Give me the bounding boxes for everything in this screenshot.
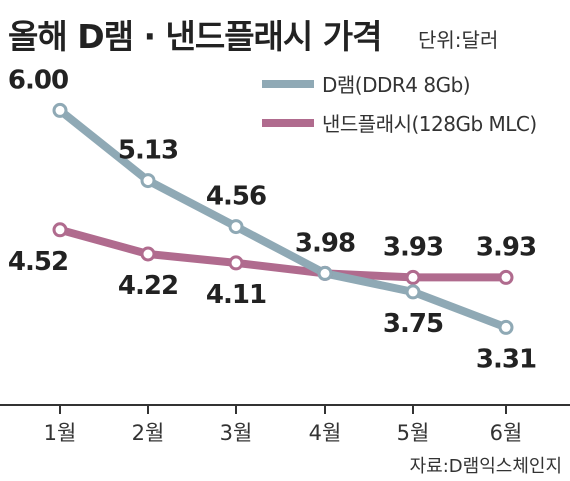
series-layer — [52, 102, 514, 335]
data-point-nand — [228, 255, 244, 271]
data-point-nand — [405, 269, 421, 285]
data-point-nand — [52, 222, 68, 238]
data-point-dram — [317, 265, 333, 281]
data-point-dram — [228, 219, 244, 235]
data-label: 3.75 — [383, 309, 443, 339]
data-label: 4.56 — [206, 182, 266, 212]
data-labels: 6.00 5.13 4.56 3.75 3.31 4.52 4.22 4.11 3.98 3.93… — [8, 65, 537, 374]
legend-label: 낸드플래시(128Gb MLC) — [322, 112, 537, 136]
x-tick-label: 4월 — [309, 421, 342, 445]
data-point-nand — [140, 246, 156, 262]
data-point-dram — [52, 102, 68, 118]
legend: D램(DDR4 8Gb) 낸드플래시(128Gb MLC) — [262, 73, 537, 136]
chart-title: 올해 D램 · 낸드플래시 가격 — [8, 17, 382, 56]
source-note: 자료:D램익스체인지 — [409, 456, 562, 477]
x-tick-label: 2월 — [132, 421, 165, 445]
data-label: 6.00 — [8, 65, 68, 95]
data-label: 3.93 — [383, 232, 443, 262]
x-tick-label: 5월 — [397, 421, 430, 445]
x-tick-label: 6월 — [490, 421, 523, 445]
data-label: 3.98 — [295, 228, 355, 258]
x-axis: 1월 2월 3월 4월 5월 6월 — [0, 404, 570, 445]
data-point-dram — [405, 284, 421, 300]
series-line-dram — [56, 106, 510, 332]
data-point-nand — [498, 269, 514, 285]
data-label: 4.52 — [8, 247, 68, 277]
x-tick-label: 1월 — [44, 421, 77, 445]
data-label: 4.22 — [118, 271, 178, 301]
data-label: 4.11 — [206, 280, 266, 310]
data-point-dram — [140, 173, 156, 189]
series-line-nand — [56, 225, 510, 282]
data-label: 3.31 — [476, 344, 536, 374]
legend-label: D램(DDR4 8Gb) — [322, 73, 470, 97]
x-tick-label: 3월 — [220, 421, 253, 445]
data-label: 5.13 — [118, 136, 178, 166]
unit-label: 단위:달러 — [418, 28, 499, 52]
data-point-dram — [498, 319, 514, 335]
data-label: 3.93 — [476, 232, 536, 262]
